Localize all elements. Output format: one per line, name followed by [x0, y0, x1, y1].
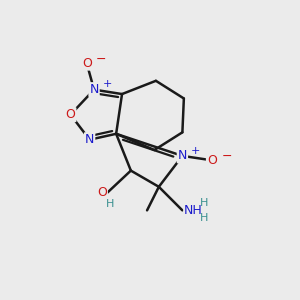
- Text: NH: NH: [184, 204, 203, 217]
- Text: N: N: [178, 149, 187, 162]
- Text: N: N: [89, 83, 99, 96]
- Text: +: +: [103, 79, 112, 89]
- Text: O: O: [98, 186, 107, 199]
- Text: H: H: [106, 199, 114, 209]
- Text: O: O: [207, 154, 217, 167]
- Text: O: O: [66, 108, 75, 121]
- Text: H: H: [200, 198, 209, 208]
- Text: N: N: [85, 133, 94, 146]
- Text: −: −: [221, 150, 232, 163]
- Text: H: H: [200, 213, 209, 223]
- Text: +: +: [191, 146, 201, 156]
- Text: O: O: [82, 57, 92, 70]
- Text: −: −: [96, 53, 106, 66]
